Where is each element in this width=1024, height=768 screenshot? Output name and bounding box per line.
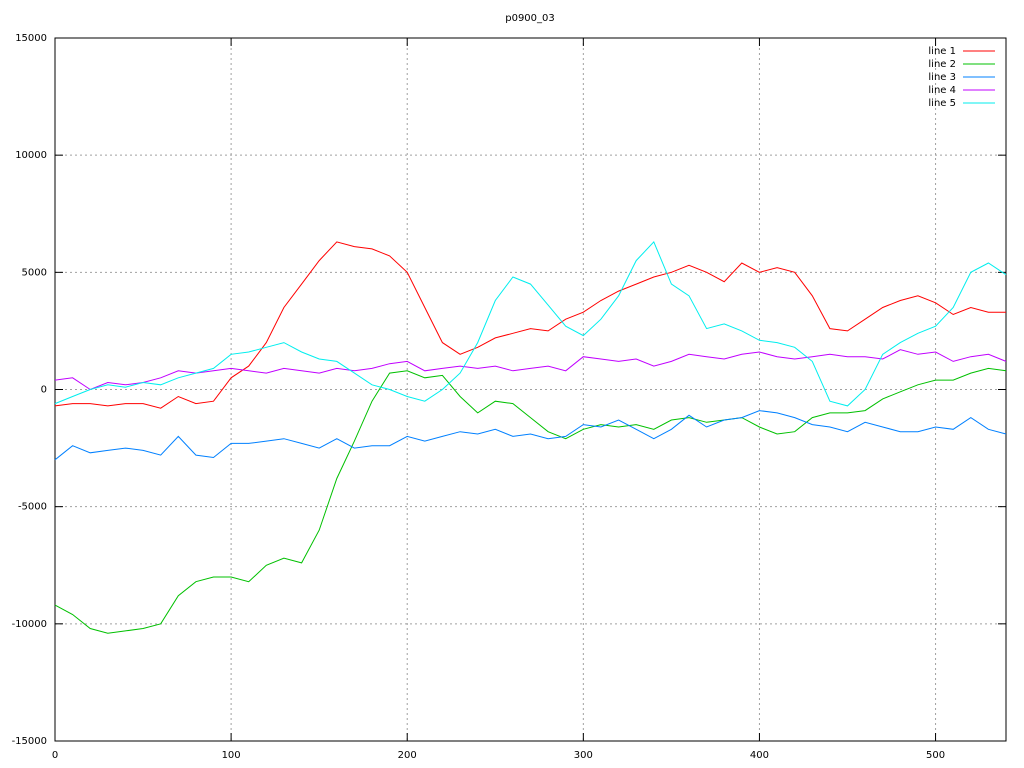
legend-label: line 2 bbox=[928, 59, 956, 70]
x-tick-label: 200 bbox=[398, 750, 417, 761]
data-line bbox=[54, 241, 1006, 409]
y-tick-label: 15000 bbox=[15, 33, 47, 44]
data-line bbox=[54, 367, 1007, 634]
data-line bbox=[54, 410, 1007, 461]
data-line bbox=[54, 349, 1007, 391]
y-tick-label: 0 bbox=[41, 385, 47, 396]
x-tick-label: 300 bbox=[574, 750, 593, 761]
plot-border bbox=[54, 37, 1007, 742]
legend-label: line 4 bbox=[928, 85, 956, 96]
y-tick-label: -5000 bbox=[18, 502, 47, 513]
x-tick-label: 500 bbox=[926, 750, 945, 761]
y-tick-label: 5000 bbox=[22, 267, 47, 278]
x-tick-label: 100 bbox=[222, 750, 241, 761]
legend-label: line 5 bbox=[928, 98, 956, 109]
y-tick-label: -10000 bbox=[12, 619, 47, 630]
x-tick-label: 400 bbox=[750, 750, 769, 761]
y-tick-label: 10000 bbox=[15, 150, 47, 161]
data-line bbox=[54, 240, 1007, 407]
chart-title: p0900_03 bbox=[505, 13, 555, 24]
legend-label: line 1 bbox=[928, 46, 956, 57]
legend-label: line 3 bbox=[928, 72, 956, 83]
x-tick-label: 0 bbox=[52, 750, 58, 761]
y-tick-label: -15000 bbox=[12, 736, 47, 747]
